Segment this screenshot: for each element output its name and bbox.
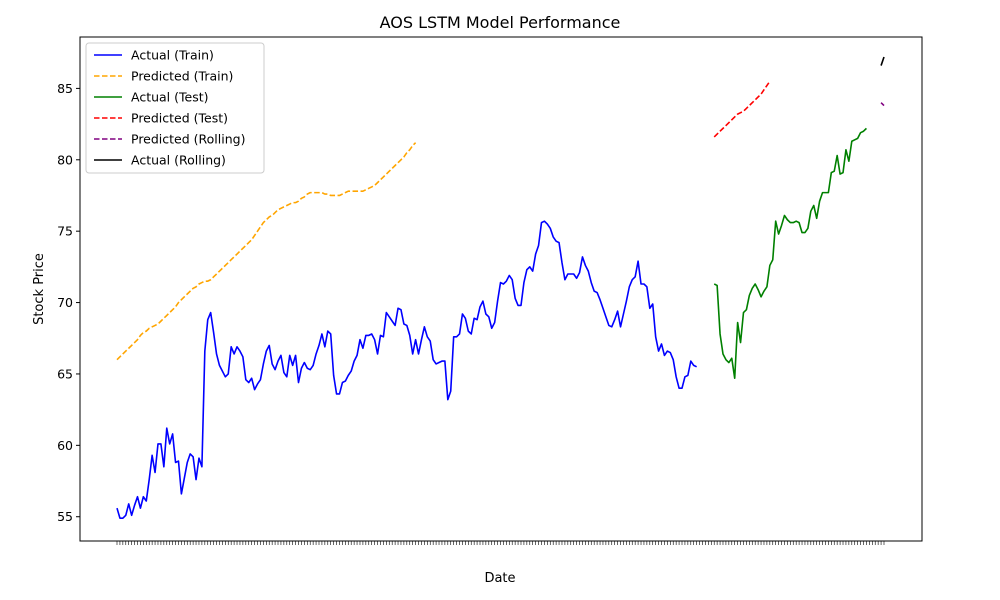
y-tick-label: 75	[57, 224, 73, 239]
legend: Actual (Train) Predicted (Train) Actual (T…	[85, 42, 265, 174]
chart-title: AOS LSTM Model Performance	[380, 13, 621, 32]
series-line-actual-train	[116, 220, 697, 519]
legend-box	[85, 42, 265, 174]
x-axis-label: Date	[484, 571, 515, 586]
y-tick-label: 85	[57, 81, 73, 96]
series-line-predicted-test	[713, 80, 771, 138]
series-line-actual-test	[713, 127, 867, 380]
series-line-actual-rolling	[880, 56, 885, 66]
legend-label-actual-train: Actual (Train)	[131, 48, 214, 63]
plot-frame	[79, 36, 923, 542]
y-axis: 55 60 65 70 75 80 85	[57, 81, 80, 524]
plot-series	[116, 56, 885, 519]
y-axis-label: Stock Price	[32, 253, 47, 325]
legend-label-actual-test: Actual (Test)	[131, 90, 209, 105]
y-tick-label: 70	[57, 295, 73, 310]
legend-label-actual-rolling: Actual (Rolling)	[131, 153, 226, 168]
legend-label-predicted-test: Predicted (Test)	[131, 111, 228, 126]
legend-label-predicted-train: Predicted (Train)	[131, 69, 233, 84]
y-tick-label: 60	[57, 438, 73, 453]
y-tick-label: 55	[57, 509, 73, 524]
y-tick-label: 65	[57, 366, 73, 381]
series-line-predicted-rolling	[880, 102, 885, 107]
y-tick-label: 80	[57, 152, 73, 167]
series-line-predicted-train	[116, 142, 417, 361]
legend-label-predicted-rolling: Predicted (Rolling)	[131, 132, 245, 147]
x-axis	[116, 541, 885, 545]
